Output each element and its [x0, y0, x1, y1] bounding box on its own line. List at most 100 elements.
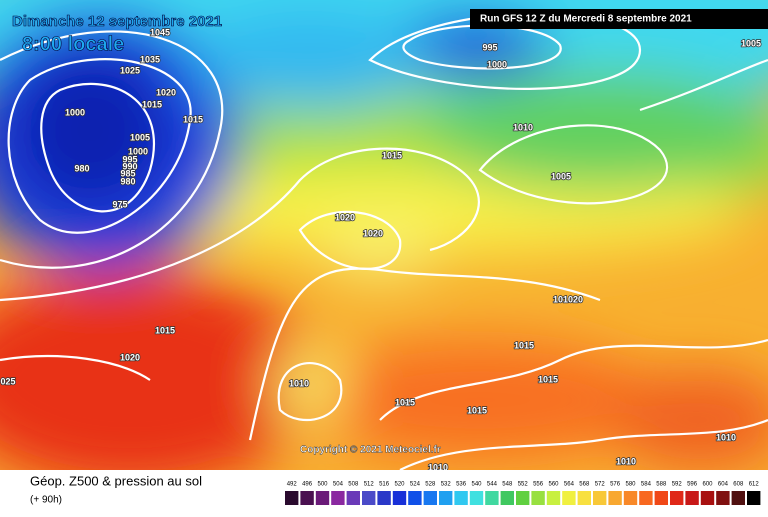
scale-label: 540 — [471, 482, 482, 488]
scale-swatch — [700, 491, 715, 505]
isobar-label: 1010 — [289, 378, 309, 388]
isobar-label: 1000 — [128, 146, 148, 156]
scale-label: 496 — [302, 482, 313, 488]
run-info: Run GFS 12 Z du Mercredi 8 septembre 202… — [480, 14, 692, 25]
footer-title: Géop. Z500 & pression au sol — [30, 473, 202, 488]
scale-swatch — [623, 491, 638, 505]
scale-swatch — [593, 491, 607, 505]
scale-swatch — [485, 491, 499, 505]
scale-label: 532 — [441, 482, 452, 488]
isobar-label: 1010 — [616, 456, 636, 466]
isobar-label: 1020 — [363, 228, 383, 238]
scale-swatch — [608, 491, 622, 505]
scale-swatch — [546, 491, 561, 505]
color-scale: 492 496 500 504 508 512 516 520 524 528 532 536 540 5… — [285, 482, 761, 505]
isobar-label: 1005 — [130, 132, 150, 142]
scale-swatch — [362, 491, 376, 505]
scale-swatch — [516, 491, 530, 505]
isobar-label: 101020 — [553, 294, 583, 304]
map-field — [0, 0, 768, 470]
isobar-label: 980 — [120, 176, 135, 186]
scale-label: 500 — [317, 482, 328, 488]
isobar-label: 1045 — [150, 27, 170, 37]
scale-swatch — [331, 491, 345, 505]
isobar-label: 975 — [112, 199, 127, 209]
run-box — [470, 9, 768, 29]
scale-label: 600 — [702, 482, 713, 488]
forecast-date: Dimanche 12 septembre 2021 — [12, 13, 222, 30]
scale-label: 548 — [502, 482, 513, 488]
isobar-label: 1015 — [155, 325, 175, 335]
isobar-label: 1020 — [335, 212, 355, 222]
isobar-label: 1025 — [120, 65, 140, 75]
scale-label: 544 — [487, 482, 498, 488]
isobar-label: 1015 — [382, 150, 402, 160]
isobar-label: 1005 — [551, 171, 571, 181]
isobar-label: 1015 — [395, 397, 415, 407]
scale-label: 572 — [595, 482, 606, 488]
isobar-label: 1010 — [716, 432, 736, 442]
scale-swatch — [454, 491, 468, 505]
scale-swatch — [469, 491, 484, 505]
isobar-label: 1000 — [65, 107, 85, 117]
scale-label: 584 — [641, 482, 652, 488]
scale-label: 604 — [718, 482, 729, 488]
isobar-label: 995 — [482, 42, 497, 52]
scale-swatch — [377, 491, 391, 505]
scale-swatch — [300, 491, 314, 505]
scale-label: 588 — [656, 482, 667, 488]
scale-label: 560 — [548, 482, 559, 488]
scale-label: 576 — [610, 482, 621, 488]
scale-swatch — [670, 491, 684, 505]
scale-label: 524 — [410, 482, 421, 488]
scale-label: 596 — [687, 482, 698, 488]
copyright: Copyright © 2021 Meteociel.fr — [300, 445, 441, 456]
scale-label: 528 — [425, 482, 436, 488]
isobar-label: 1015 — [514, 340, 534, 350]
isobar-label: 1015 — [142, 99, 162, 109]
scale-swatch — [392, 491, 407, 505]
scale-label: 504 — [333, 482, 344, 488]
scale-swatch — [577, 491, 591, 505]
scale-swatch — [408, 491, 422, 505]
scale-swatch — [562, 491, 576, 505]
scale-label: 612 — [749, 482, 760, 488]
isobar-label: 1010 — [428, 462, 448, 472]
scale-swatch — [500, 491, 514, 505]
scale-swatch — [315, 491, 330, 505]
scale-swatch — [685, 491, 699, 505]
scale-swatch — [639, 491, 653, 505]
scale-label: 580 — [625, 482, 636, 488]
isobar-label: 1015 — [183, 114, 203, 124]
scale-label: 492 — [287, 482, 298, 488]
scale-swatch — [285, 491, 299, 505]
scale-label: 556 — [533, 482, 544, 488]
scale-label: 608 — [733, 482, 744, 488]
isobar-label: 1010 — [513, 122, 533, 132]
isobar-label: 1020 — [120, 352, 140, 362]
scale-swatch — [731, 491, 745, 505]
scale-label: 520 — [394, 482, 405, 488]
isobars — [0, 12, 768, 470]
isobar-label: 025 — [0, 376, 15, 386]
forecast-time: 8:00 locale — [22, 33, 124, 55]
scale-swatch — [747, 491, 761, 505]
scale-swatch — [423, 491, 437, 505]
scale-label: 512 — [364, 482, 375, 488]
isobar-label: 1015 — [467, 405, 487, 415]
scale-label: 592 — [672, 482, 683, 488]
isobar-label: 1000 — [487, 59, 507, 69]
scale-swatch — [346, 491, 360, 505]
scale-label: 568 — [579, 482, 590, 488]
isobar-label: 1005 — [741, 38, 761, 48]
isobar-label: 1020 — [156, 87, 176, 97]
isobar-label: 1035 — [140, 54, 160, 64]
isobar-label: 990 — [122, 161, 137, 171]
scale-swatch — [439, 491, 453, 505]
scale-label: 552 — [518, 482, 529, 488]
isobar-label: 980 — [74, 163, 89, 173]
scale-label: 508 — [348, 482, 359, 488]
scale-swatch — [531, 491, 545, 505]
